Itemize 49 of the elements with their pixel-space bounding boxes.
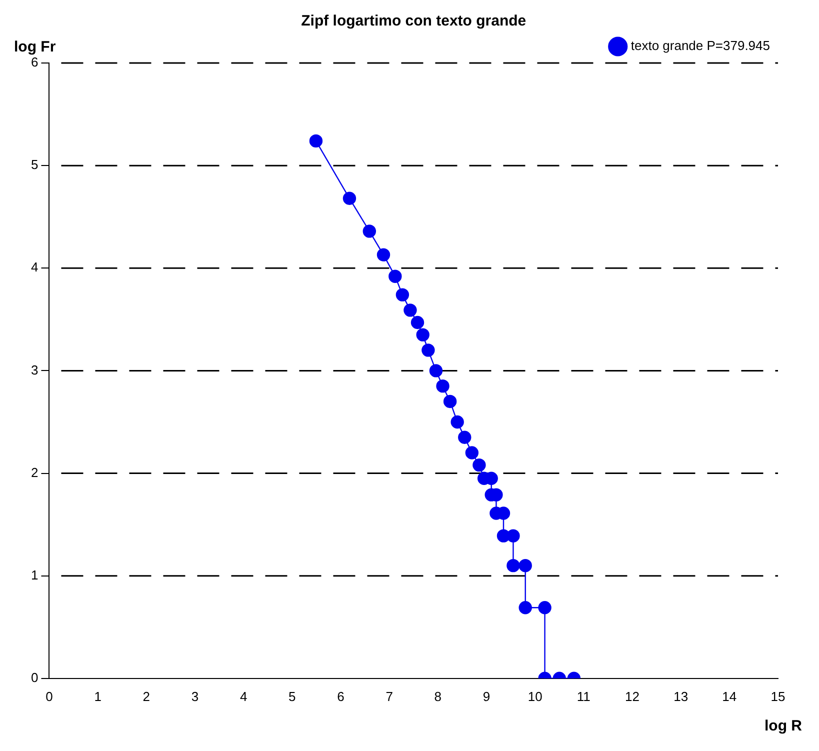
- point: [506, 558, 520, 572]
- point: [458, 430, 472, 444]
- point: [472, 458, 486, 472]
- x-tick-label: 9: [482, 688, 490, 704]
- y-tick-label: 2: [30, 464, 38, 480]
- point: [416, 328, 430, 342]
- point: [518, 601, 532, 614]
- chart-title: Zipf logartimo con texto grande: [301, 12, 526, 30]
- y-tick-label: 5: [30, 157, 38, 172]
- x-tick-label: 10: [528, 688, 542, 704]
- x-tick-label: 7: [386, 688, 393, 704]
- y-tick-label: 0: [30, 670, 38, 685]
- point: [506, 529, 520, 542]
- legend-label: texto grande P=379.945: [630, 38, 770, 54]
- x-tick-label: 11: [576, 688, 590, 704]
- y-tick-label: 6: [30, 54, 38, 70]
- point: [410, 316, 424, 330]
- point: [436, 379, 450, 393]
- x-tick-label: 14: [722, 688, 737, 704]
- point: [309, 134, 323, 148]
- x-tick-label: 8: [434, 688, 442, 704]
- point: [443, 394, 457, 408]
- point: [362, 224, 376, 238]
- point: [388, 270, 402, 283]
- x-tick-label: 3: [191, 688, 199, 704]
- x-tick-label: 1: [94, 688, 102, 704]
- x-tick-label: 12: [625, 688, 640, 704]
- y-tick-label: 3: [30, 362, 38, 378]
- point: [538, 601, 552, 614]
- x-tick-label: 15: [770, 688, 786, 704]
- y-tick-label: 1: [30, 567, 38, 582]
- point: [429, 364, 443, 378]
- point: [404, 304, 417, 317]
- x-tick-label: 4: [240, 688, 248, 704]
- point: [396, 288, 410, 302]
- point: [342, 192, 356, 205]
- point: [376, 248, 390, 262]
- point: [450, 415, 464, 429]
- x-tick-label: 13: [674, 688, 688, 704]
- point: [518, 558, 532, 572]
- x-tick-label: 5: [288, 688, 296, 704]
- y-axis-title: log Fr: [14, 38, 56, 56]
- x-tick-label: 0: [46, 688, 53, 704]
- x-tick-label: 2: [142, 688, 150, 704]
- point: [465, 446, 479, 460]
- y-tick-label: 4: [30, 260, 38, 275]
- x-axis-title: log R: [764, 718, 802, 735]
- x-tick-label: 6: [337, 688, 344, 704]
- point: [422, 344, 435, 357]
